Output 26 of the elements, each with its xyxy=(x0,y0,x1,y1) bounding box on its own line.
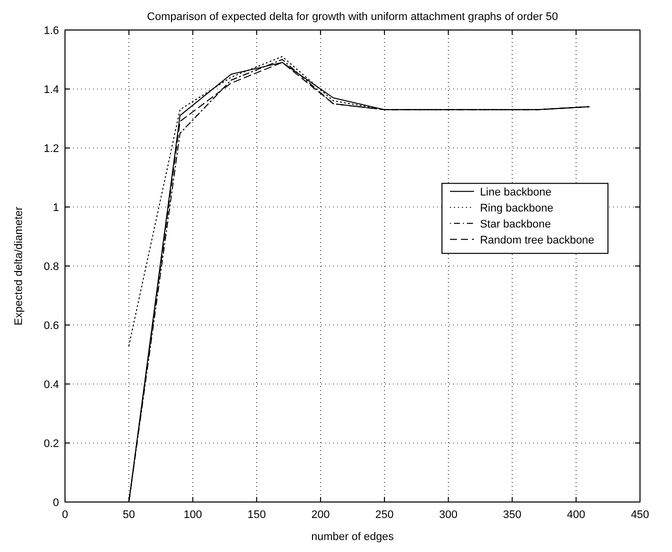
x-tick-label: 100 xyxy=(184,509,202,521)
x-tick-label: 400 xyxy=(566,509,586,521)
x-axis-title: number of edges xyxy=(311,531,394,543)
y-tick-label: 0 xyxy=(52,497,59,509)
legend-label: Ring backbone xyxy=(480,202,554,214)
y-axis-title: Expected delta/diameter xyxy=(13,206,25,326)
y-tick-label: 1.4 xyxy=(44,84,59,96)
x-tick-label: 300 xyxy=(439,509,458,521)
legend-label: Line backbone xyxy=(480,186,552,198)
y-tick-label: 0.2 xyxy=(44,438,59,450)
x-tick-label: 350 xyxy=(503,509,522,521)
y-tick-label: 1.6 xyxy=(44,25,59,37)
x-tick-label: 250 xyxy=(375,509,394,521)
y-tick-label: 0.6 xyxy=(44,320,59,332)
x-tick-label: 50 xyxy=(122,509,136,521)
x-tick-label: 150 xyxy=(247,509,266,521)
chart-title: Comparison of expected delta for growth with uniform attachment graphs of order 50 xyxy=(147,11,558,23)
y-tick-label: 0.4 xyxy=(44,379,59,391)
x-tick-label: 0 xyxy=(62,509,68,521)
y-tick-label: 1 xyxy=(52,202,59,214)
x-tick-label: 200 xyxy=(311,509,330,521)
x-tick-label: 450 xyxy=(630,509,650,521)
legend-label: Star backbone xyxy=(480,218,551,230)
y-tick-label: 1.2 xyxy=(44,143,59,155)
legend-label: Random tree backbone xyxy=(480,234,594,246)
y-tick-label: 0.8 xyxy=(44,261,59,273)
